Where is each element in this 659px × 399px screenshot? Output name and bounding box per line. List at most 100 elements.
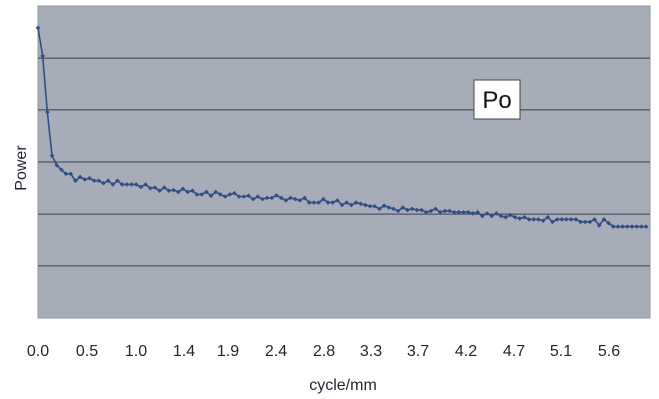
series-point-0-64 bbox=[335, 198, 340, 203]
series-point-0-85 bbox=[433, 206, 438, 212]
series-point-0-80 bbox=[409, 206, 415, 212]
series-point-0-113 bbox=[564, 217, 569, 222]
series-point-0-75 bbox=[386, 205, 392, 210]
series-point-0-0 bbox=[35, 25, 41, 31]
series-point-0-71 bbox=[367, 204, 373, 209]
x-tick-label-12: 5.6 bbox=[598, 343, 620, 360]
series-point-0-105 bbox=[526, 217, 532, 222]
series-point-0-101 bbox=[508, 212, 513, 218]
series-point-0-129 bbox=[639, 224, 644, 229]
series-point-0-17 bbox=[115, 178, 120, 184]
series-point-0-61 bbox=[321, 196, 326, 202]
x-tick-label-10: 4.7 bbox=[503, 343, 525, 360]
series-point-0-40 bbox=[222, 194, 228, 199]
series-point-0-124 bbox=[615, 224, 621, 229]
series-point-0-21 bbox=[133, 182, 139, 187]
series-point-0-12 bbox=[91, 178, 97, 184]
series-point-0-51 bbox=[274, 193, 279, 198]
series-point-0-48 bbox=[260, 196, 265, 202]
series-point-0-60 bbox=[316, 200, 321, 205]
series-point-0-98 bbox=[494, 211, 499, 216]
series-point-0-24 bbox=[147, 185, 153, 191]
series-point-0-83 bbox=[423, 209, 429, 215]
series-point-0-46 bbox=[250, 196, 256, 202]
series-point-0-47 bbox=[255, 194, 261, 199]
series-point-0-35 bbox=[199, 192, 204, 197]
series-point-0-41 bbox=[227, 192, 233, 197]
series-point-0-43 bbox=[236, 194, 242, 199]
x-tick-label-0: 0.0 bbox=[27, 343, 49, 360]
series-point-0-89 bbox=[451, 209, 457, 215]
series-point-0-20 bbox=[129, 182, 134, 187]
y-axis-title: Power bbox=[13, 145, 30, 191]
series-point-0-38 bbox=[213, 189, 219, 195]
series-point-0-90 bbox=[456, 209, 462, 215]
series-point-0-125 bbox=[620, 224, 625, 229]
series-point-0-72 bbox=[372, 204, 378, 209]
series-point-0-128 bbox=[634, 224, 639, 229]
series-point-0-44 bbox=[241, 194, 247, 199]
series-point-0-42 bbox=[232, 190, 237, 196]
series-point-0-92 bbox=[465, 209, 471, 215]
series-point-0-93 bbox=[470, 211, 476, 216]
series-point-0-99 bbox=[498, 213, 504, 219]
series-point-0-68 bbox=[353, 200, 359, 205]
series-point-0-116 bbox=[578, 219, 583, 225]
grid-lines bbox=[38, 57, 650, 267]
series-point-0-109 bbox=[545, 214, 551, 220]
series-point-0-31 bbox=[180, 186, 186, 192]
series-point-0-55 bbox=[292, 196, 298, 202]
series-point-0-65 bbox=[339, 202, 345, 208]
series-point-0-27 bbox=[161, 185, 167, 190]
series-point-0-115 bbox=[573, 217, 579, 222]
series-point-0-120 bbox=[596, 223, 602, 228]
legend-label-po: Po bbox=[482, 87, 511, 114]
series-point-0-66 bbox=[344, 200, 349, 205]
series-point-0-5 bbox=[59, 167, 64, 173]
series-point-0-56 bbox=[297, 198, 303, 203]
series-point-0-15 bbox=[105, 178, 111, 184]
series-point-0-62 bbox=[325, 200, 331, 205]
series-point-0-88 bbox=[447, 208, 452, 214]
series-point-0-76 bbox=[391, 206, 396, 212]
series-point-0-114 bbox=[568, 217, 574, 222]
series-point-0-32 bbox=[185, 189, 190, 195]
series-point-0-69 bbox=[358, 201, 364, 207]
series-point-0-117 bbox=[582, 219, 588, 225]
x-tick-label-1: 0.5 bbox=[76, 343, 98, 360]
series-point-0-94 bbox=[475, 209, 480, 215]
series-point-0-1 bbox=[40, 53, 45, 59]
x-tick-label-9: 4.2 bbox=[455, 343, 477, 360]
x-tick-label-2: 1.0 bbox=[125, 343, 147, 360]
series-point-0-3 bbox=[49, 153, 55, 159]
x-tick-label-6: 2.8 bbox=[313, 343, 335, 360]
series-point-0-107 bbox=[536, 217, 541, 222]
x-tick-label-11: 5.1 bbox=[550, 343, 572, 360]
series-point-0-14 bbox=[101, 180, 106, 186]
series-point-0-78 bbox=[400, 205, 406, 210]
series-point-0-82 bbox=[419, 207, 424, 213]
series-point-0-11 bbox=[87, 175, 92, 181]
series-point-0-58 bbox=[306, 200, 312, 205]
series-point-0-108 bbox=[540, 218, 546, 223]
series-point-0-112 bbox=[559, 217, 565, 222]
series-point-0-100 bbox=[503, 214, 509, 220]
series-point-0-13 bbox=[96, 178, 102, 184]
series-point-0-54 bbox=[288, 195, 293, 201]
series-point-0-49 bbox=[264, 195, 270, 201]
series-point-0-102 bbox=[512, 214, 518, 220]
series-point-0-25 bbox=[152, 185, 158, 190]
series-point-0-130 bbox=[643, 224, 649, 229]
x-tick-label-7: 3.3 bbox=[360, 343, 382, 360]
x-tick-label-4: 1.9 bbox=[217, 343, 239, 360]
series-point-0-123 bbox=[610, 224, 616, 229]
series-point-0-74 bbox=[381, 203, 387, 208]
series-point-0-33 bbox=[190, 188, 195, 194]
x-axis-ticks: 0.0 0.5 1.0 1.4 1.9 2.4 2.8 3.3 3.7 4.2 4.7 5.1 5.6 bbox=[27, 343, 620, 360]
series-point-0-127 bbox=[629, 224, 635, 229]
series-point-0-23 bbox=[143, 182, 148, 187]
series-point-0-29 bbox=[171, 187, 176, 193]
series-point-0-73 bbox=[377, 206, 382, 212]
series-point-0-79 bbox=[405, 207, 410, 213]
series-point-0-103 bbox=[517, 216, 523, 221]
